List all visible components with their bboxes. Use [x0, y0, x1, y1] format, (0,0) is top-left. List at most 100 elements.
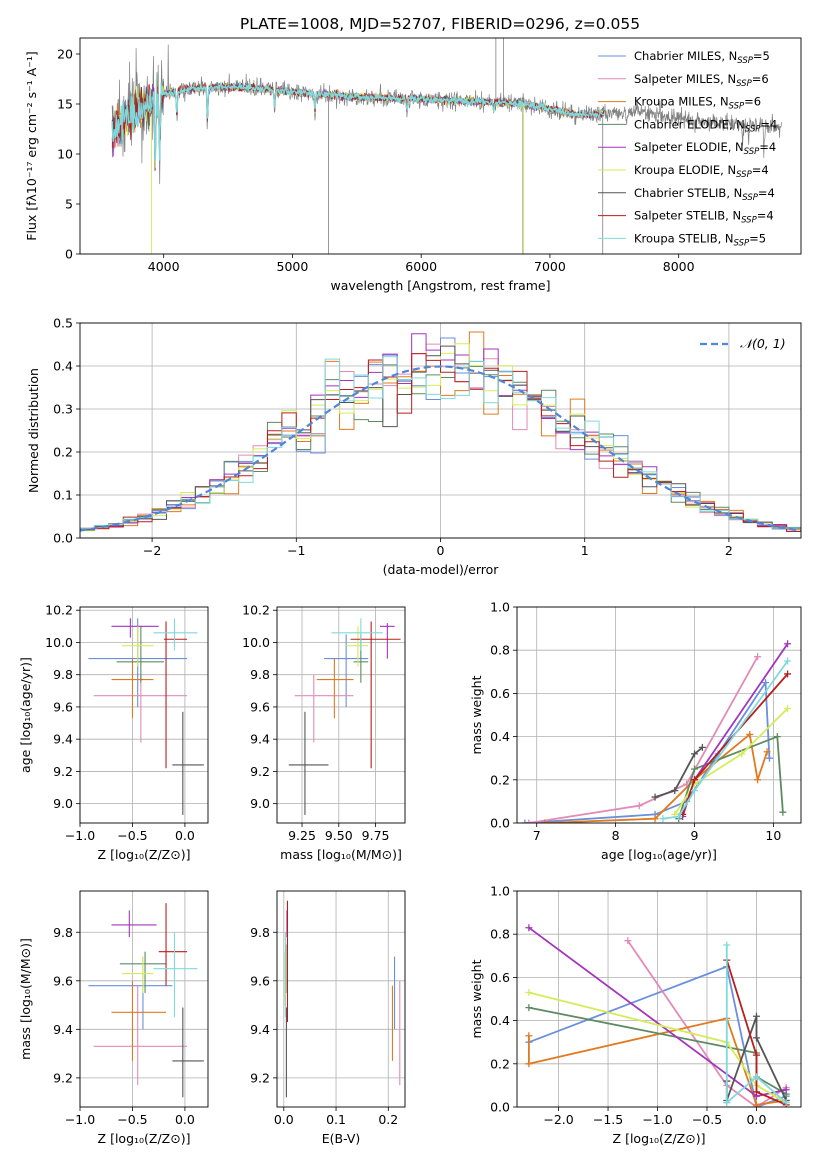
- weight_vs_age-series-marker: [525, 819, 533, 823]
- weight_vs_Z-series-marker: [752, 1051, 760, 1059]
- spectrum-ylabel: Flux [fλ10⁻¹⁷ erg cm⁻² s⁻¹ A⁻¹]: [24, 51, 39, 240]
- weight_vs_age-ytick-label: 0.4: [490, 729, 510, 744]
- spectrum-frame-group: 4000 5000 6000 7000 8000 0 5 10 15 20 wavelength […: [24, 37, 802, 293]
- age_vs_mass-point: [288, 711, 329, 815]
- weight_vs_age-series: [679, 640, 792, 821]
- weight_vs_age-series-marker: [659, 815, 667, 823]
- age_vs_mass-point: [316, 658, 354, 719]
- mass_vs_Z-axes: −1.0 −0.5 0.0 9.2 9.4 9.6 9.8 Z [log₁₀(Z/Z⊙)] ma…: [18, 890, 209, 1146]
- weight_vs_age-xtick-label: 8: [612, 828, 620, 843]
- mass_vs_Z-ytick-label: 9.2: [53, 1070, 73, 1085]
- weight_vs_age-series-line: [674, 707, 789, 815]
- weight_vs_Z-series-marker: [782, 1099, 790, 1107]
- weight_vs_Z-series-marker: [752, 1034, 760, 1042]
- mass_vs_Z-point: [121, 956, 154, 993]
- age_vs_Z-ytick-label: 10.2: [45, 603, 73, 618]
- weight_vs_Z-xtick-label: −0.5: [692, 1112, 722, 1127]
- legend-label-text: Chabrier MILES, N: [634, 49, 737, 63]
- residual_hist-xtick-label: −1: [287, 543, 305, 558]
- age_vs_Z-frame: [79, 606, 209, 824]
- weight_vs_age-series-marker: [675, 813, 683, 821]
- weight_vs_Z-xlabel: Z [log₁₀(Z/Z⊙)]: [613, 1131, 706, 1146]
- weight_vs_age-series-line: [528, 656, 759, 823]
- weight_vs_age-series-line: [662, 660, 789, 820]
- weight_vs_Z-ylabel: mass weight: [469, 959, 484, 1038]
- age_vs_Z-ytick-label: 9.0: [53, 796, 73, 811]
- weight_vs_Z-ytick-label: 0.6: [490, 970, 510, 985]
- spectrum-ytick-label: 20: [57, 47, 73, 62]
- mass_vs_EBV-plot-area: [284, 900, 401, 1098]
- legend-label-text: Chabrier STELIB, N: [634, 186, 742, 200]
- spectrum-legend-label: Chabrier STELIB, NSSP=4: [634, 186, 775, 203]
- spectrum-ytick-label: 0: [65, 247, 73, 262]
- weight_vs_age-series-marker: [784, 640, 792, 648]
- residual_hist-xtick-label: 2: [725, 543, 733, 558]
- weight_vs_age-series: [659, 657, 792, 823]
- weight_vs_age-series-marker: [691, 765, 698, 773]
- weight_vs_age-series-line: [677, 735, 784, 819]
- weight_vs_age-ytick-label: 1.0: [490, 600, 510, 615]
- weight_vs_age-series-line: [544, 732, 768, 823]
- weight_vs_Z-series-line: [528, 965, 787, 1107]
- mass_vs_Z-frame: [79, 890, 209, 1108]
- weight_vs_Z-series-marker: [525, 924, 533, 932]
- age_vs_Z-ytick-label: 9.4: [53, 732, 73, 747]
- weight_vs_Z-series: [525, 924, 790, 1100]
- weight_vs_Z-xtick-label: −1.0: [642, 1112, 672, 1127]
- weight_vs_age-series-marker: [765, 754, 773, 762]
- age_vs_mass-point: [331, 618, 383, 651]
- residual_hist-frame-group: −2 −1 0 1 2 0.0 0.1 0.2 0.3 0.4 0.5 (data-model)/er…: [26, 316, 802, 577]
- legend-label-tail: =4: [757, 209, 774, 223]
- legend-label-tail: =4: [760, 117, 777, 131]
- spectrum-legend-label: Salpeter ELODIE, NSSP=4: [634, 140, 776, 157]
- spectrum-legend-label: Salpeter STELIB, NSSP=4: [634, 209, 774, 226]
- weight_vs_age-series-marker: [541, 819, 549, 823]
- weight_vs_Z-series-marker: [723, 1099, 731, 1107]
- weight_vs_Z-series-marker: [525, 1032, 533, 1040]
- weight_vs_Z-series-marker: [782, 1086, 790, 1094]
- residual_hist-xlabel: (data-model)/error: [383, 562, 500, 577]
- age_vs_Z-ytick-label: 9.6: [53, 699, 73, 714]
- spectrum-xtick-label: 8000: [663, 259, 695, 274]
- weight_vs_Z-series-marker: [752, 1101, 760, 1107]
- weight_vs_age-xtick-label: 9: [691, 828, 699, 843]
- weight_vs_age-frame-group: 7 8 9 10 0.0 0.2 0.4 0.6 0.8 1.0 age [log₁₀(age/yr…: [469, 600, 802, 862]
- legend-label-tail: =6: [752, 72, 769, 86]
- mass_vs_Z-point: [172, 1007, 204, 1098]
- age_vs_Z-point: [172, 711, 204, 815]
- hist-step-chabrier_stelib: [80, 345, 801, 538]
- weight_vs_Z-series-line: [627, 940, 787, 1107]
- legend-label-sub: SSP: [736, 170, 752, 180]
- weight_vs_age-series-marker: [754, 776, 762, 784]
- age_vs_Z-ytick-label: 10.0: [45, 635, 73, 650]
- weight_vs_age-series-marker: [671, 787, 679, 795]
- weight_vs_age-series-marker: [698, 743, 706, 751]
- weight_vs_Z-axes: −2.0 −1.5 −1.0 −0.5 0.0 0.0 0.2 0.4 0.6 0.8 1.0 Z […: [469, 884, 802, 1146]
- mass_vs_Z-point: [153, 932, 198, 1018]
- legend-label-tail: =6: [744, 95, 761, 109]
- age_vs_mass-ytick-label: 9.4: [250, 732, 270, 747]
- residual_hist-frame: [79, 322, 802, 539]
- mass_vs_EBV-xlabel: E(B-V): [322, 1131, 361, 1146]
- weight_vs_age-series: [541, 730, 771, 823]
- weight_vs_age-series-marker: [763, 748, 771, 756]
- residual_hist-axes: −2 −1 0 1 2 0.0 0.1 0.2 0.3 0.4 0.5 (data-model)/er…: [26, 316, 802, 577]
- weight_vs_age-series-marker: [779, 808, 787, 816]
- weight_vs_age-xtick-label: 7: [533, 828, 541, 843]
- age_vs_Z-ytick-label: 9.8: [53, 667, 73, 682]
- age_vs_Z-plot-area: [88, 618, 204, 815]
- spectrum-legend-label: Chabrier ELODIE, NSSP=4: [634, 117, 777, 134]
- weight_vs_Z-xtick-label: −2.0: [543, 1112, 573, 1127]
- weight_vs_Z-series-marker: [525, 1004, 533, 1012]
- legend-label-sub: SSP: [734, 238, 750, 248]
- age_vs_mass-frame-group: 9.25 9.50 9.75 9.0 9.2 9.4 9.6 9.8 10.0 10.2 mass …: [242, 603, 406, 862]
- age_vs_Z-point: [163, 621, 188, 769]
- age_vs_Z-point: [121, 626, 154, 667]
- mass_vs_Z-frame-group: −1.0 −0.5 0.0 9.2 9.4 9.6 9.8 Z [log₁₀(Z/Z⊙)] ma…: [18, 890, 209, 1146]
- weight_vs_age-series-marker: [746, 730, 754, 738]
- spectrum-legend-label: Kroupa ELODIE, NSSP=4: [634, 163, 769, 180]
- hist-legend-label: 𝒩(0, 1): [740, 336, 786, 351]
- weight_vs_age-series-marker: [651, 793, 659, 801]
- weight_vs_age-series-marker: [784, 670, 792, 678]
